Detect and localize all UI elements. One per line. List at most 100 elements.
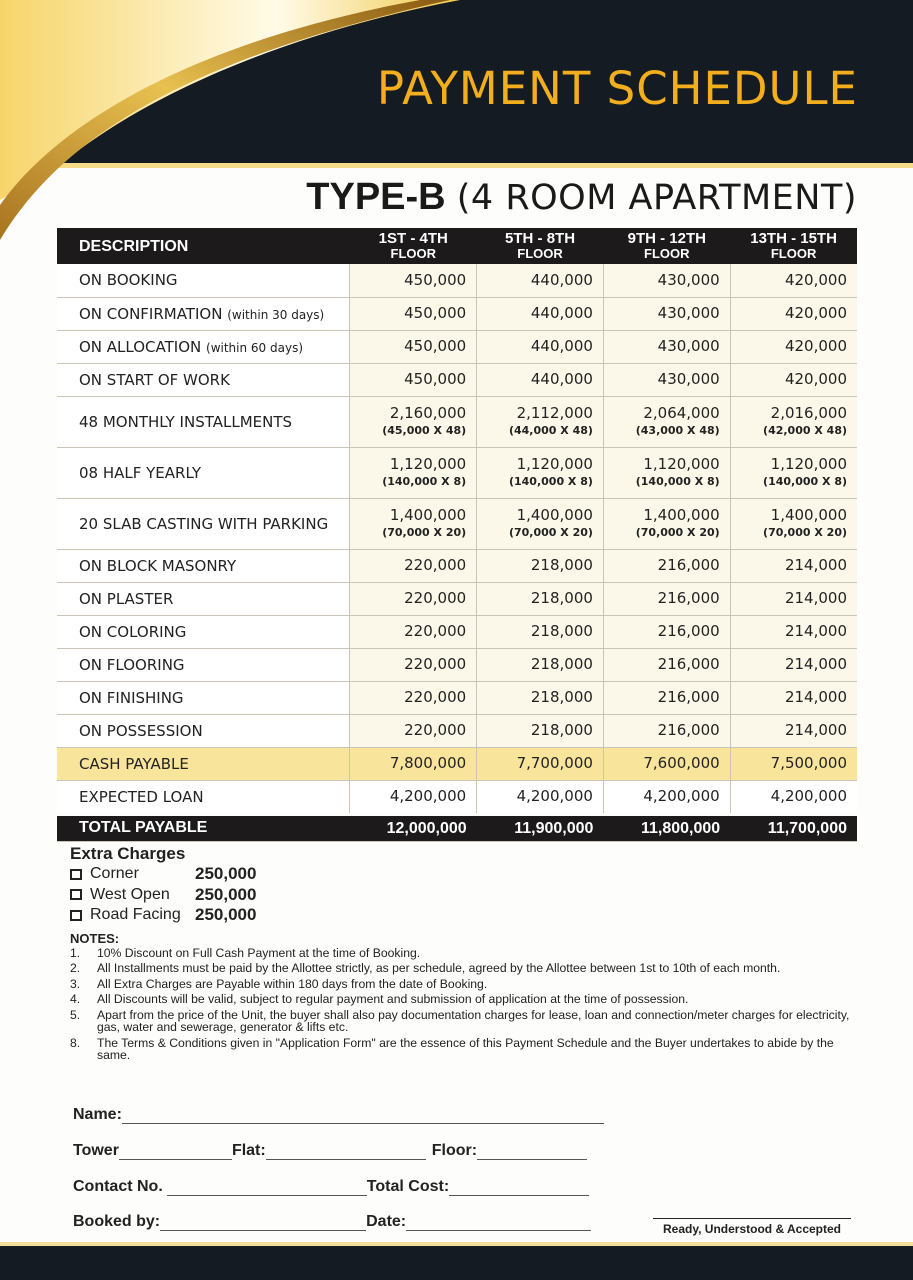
amount-value: 11,900,000	[514, 819, 594, 837]
payment-table: DESCRIPTION 1ST - 4TH FLOOR 5TH - 8TH FLOOR 9…	[57, 228, 857, 842]
column-header: 9TH - 12TH FLOOR	[603, 228, 731, 264]
column-header-sub: FLOOR	[770, 246, 817, 261]
amount-cell: 450,000	[349, 330, 477, 364]
amount-cell: 1,400,000 (70,000 X 20)	[602, 498, 731, 550]
note-number: 5.	[70, 1007, 81, 1022]
amount-breakdown: (140,000 X 8)	[635, 475, 720, 488]
note-text: All Discounts will be valid, subject to …	[97, 992, 689, 1006]
amount-breakdown: (70,000 X 20)	[508, 526, 593, 539]
amount-cell: 1,120,000 (140,000 X 8)	[349, 447, 477, 499]
amount-cell: 218,000	[476, 615, 604, 649]
extra-charge-amount: 250,000	[195, 884, 257, 904]
amount-value: 12,000,000	[386, 819, 467, 837]
name-field[interactable]	[121, 1110, 604, 1124]
amount-cell: 430,000	[602, 264, 731, 298]
amount-cell: 450,000	[349, 297, 477, 331]
tower-label: Tower	[73, 1142, 119, 1159]
amount-value: 7,600,000	[643, 754, 720, 772]
table-row: ON FLOORING 220,000 218,000 216,000 214,000	[57, 648, 857, 682]
extra-charge-item: Corner 250,000	[70, 864, 256, 885]
table-row: ON BOOKING 450,000 440,000 430,000 420,000	[57, 264, 857, 298]
amount-breakdown: (140,000 X 8)	[763, 475, 847, 488]
row-label: TOTAL PAYABLE	[79, 819, 208, 837]
contact-field[interactable]	[166, 1182, 367, 1196]
column-header: 1ST - 4TH FLOOR	[349, 228, 477, 264]
amount-cell: 216,000	[602, 582, 731, 616]
floor-field[interactable]	[477, 1146, 588, 1160]
type-description: (4 ROOM APARTMENT)	[456, 178, 857, 218]
amount-cell: 220,000	[349, 648, 477, 682]
amount-breakdown: (44,000 X 48)	[508, 424, 593, 437]
amount-value: 1,120,000	[389, 455, 467, 473]
checkbox[interactable]	[70, 889, 82, 901]
row-label: 20 SLAB CASTING WITH PARKING	[79, 514, 329, 533]
extra-charge-item: Road Facing 250,000	[70, 905, 256, 926]
amount-value: 220,000	[404, 688, 467, 706]
amount-breakdown: (140,000 X 8)	[508, 475, 593, 488]
name-label: Name:	[73, 1106, 122, 1123]
amount-value: 214,000	[784, 688, 847, 706]
amount-cell: 218,000	[476, 549, 604, 583]
table-header: DESCRIPTION 1ST - 4TH FLOOR 5TH - 8TH FLOOR 9…	[57, 228, 857, 264]
row-description: ON POSSESSION	[57, 714, 350, 748]
row-label: ON PLASTER	[79, 589, 174, 608]
booked-by-field[interactable]	[160, 1217, 367, 1231]
checkbox[interactable]	[70, 868, 82, 880]
amount-cell: 218,000	[476, 681, 604, 715]
floor-label: Floor:	[431, 1142, 478, 1159]
row-description: ON BLOCK MASONRY	[57, 549, 350, 583]
amount-cell: 2,160,000 (45,000 X 48)	[349, 396, 477, 448]
amount-value: 430,000	[657, 337, 720, 355]
flat-field[interactable]	[265, 1146, 426, 1160]
amount-cell: 4,200,000	[349, 780, 477, 813]
row-label: CASH PAYABLE	[79, 754, 189, 773]
form-row-booked: Booked by: Date:	[73, 1213, 592, 1231]
row-description: ON ALLOCATION (within 60 days)	[57, 330, 350, 364]
amount-value: 7,800,000	[389, 754, 467, 772]
total-cost-field[interactable]	[449, 1182, 590, 1196]
note-number: 2.	[70, 961, 81, 975]
amount-value: 11,800,000	[640, 819, 721, 837]
row-description: 20 SLAB CASTING WITH PARKING	[57, 498, 350, 550]
note-item: 5. Apart from the price of the Unit, the …	[70, 1007, 860, 1034]
amount-value: 2,160,000	[389, 404, 467, 422]
amount-value: 218,000	[530, 556, 593, 574]
column-header-label: 5TH - 8TH	[505, 230, 576, 247]
amount-cell: 11,800,000	[603, 816, 731, 842]
row-label: ON POSSESSION	[79, 721, 203, 740]
row-label: ON BLOCK MASONRY	[79, 556, 237, 575]
amount-value: 216,000	[657, 688, 720, 706]
row-label: EXPECTED LOAN	[79, 787, 204, 806]
amount-value: 4,200,000	[770, 787, 847, 806]
amount-cell: 214,000	[729, 681, 857, 715]
row-description: ON CONFIRMATION (within 30 days)	[57, 297, 350, 331]
amount-cell: 220,000	[349, 549, 477, 583]
amount-cell: 214,000	[729, 714, 857, 748]
amount-cell: 440,000	[476, 363, 604, 397]
amount-value: 220,000	[404, 589, 467, 607]
tower-field[interactable]	[118, 1146, 232, 1160]
amount-cell: 1,120,000 (140,000 X 8)	[476, 447, 604, 499]
amount-cell: 7,800,000	[349, 747, 477, 781]
table-row: ON CONFIRMATION (within 30 days) 450,000 4…	[57, 297, 857, 331]
amount-value: 2,016,000	[770, 404, 847, 422]
amount-cell: 216,000	[602, 615, 731, 649]
date-field[interactable]	[406, 1217, 592, 1231]
signature-line[interactable]: Ready, Understood & Accepted	[653, 1218, 851, 1236]
row-description: 48 MONTHLY INSTALLMENTS	[57, 396, 350, 448]
notes-title: NOTES:	[70, 931, 120, 946]
amount-value: 440,000	[530, 304, 593, 322]
amount-value: 420,000	[784, 304, 847, 322]
amount-breakdown: (43,000 X 48)	[635, 424, 720, 437]
note-text: All Extra Charges are Payable within 180…	[97, 976, 488, 991]
amount-cell: 430,000	[602, 330, 731, 364]
amount-cell: 220,000	[349, 615, 477, 649]
amount-value: 218,000	[530, 721, 593, 739]
amount-cell: 218,000	[476, 648, 604, 682]
row-description: TOTAL PAYABLE	[57, 816, 350, 842]
amount-cell: 220,000	[349, 582, 477, 616]
amount-cell: 12,000,000	[349, 816, 477, 842]
extra-charge-item: West Open 250,000	[70, 885, 256, 906]
checkbox[interactable]	[70, 909, 82, 921]
